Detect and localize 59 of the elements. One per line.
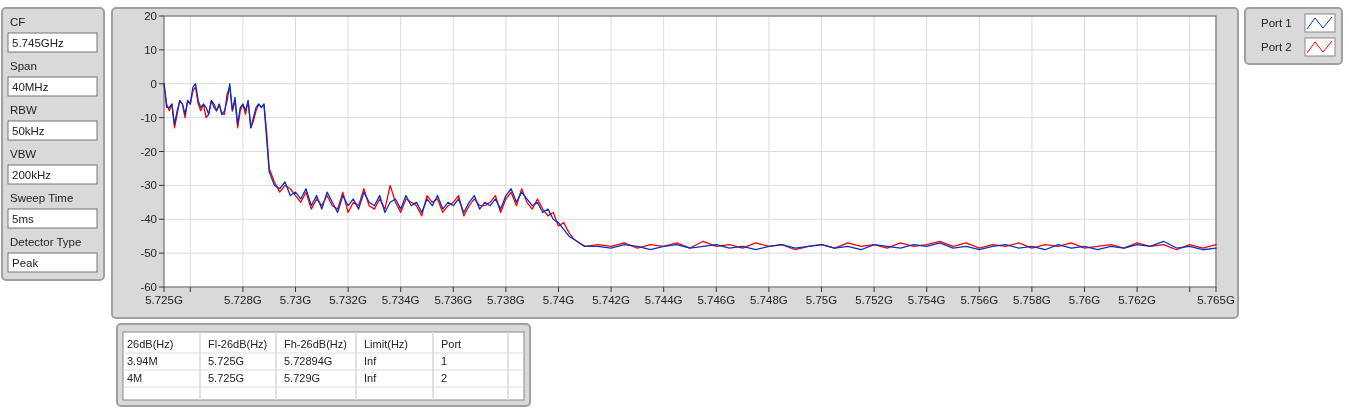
x-tick-label: 5.746G bbox=[697, 294, 736, 306]
y-tick-label: -10 bbox=[140, 111, 157, 124]
text: Fl-26dB(Hz) bbox=[208, 338, 268, 350]
x-tick-label: 5.734G bbox=[381, 294, 420, 306]
text: Limit(Hz) bbox=[364, 338, 408, 350]
text: Span bbox=[10, 60, 37, 72]
text: 5.729G bbox=[284, 372, 321, 384]
x-tick-label: 5.744G bbox=[644, 294, 683, 306]
x-tick-label: 5.754G bbox=[907, 294, 946, 306]
text: Detector Type bbox=[10, 236, 82, 248]
text: Port bbox=[441, 338, 462, 350]
legend-label: Port 1 bbox=[1261, 17, 1292, 29]
text: 5.725G bbox=[208, 372, 245, 384]
text: 5.72894G bbox=[284, 355, 333, 367]
y-tick-label: 10 bbox=[144, 43, 157, 56]
y-tick-label: -20 bbox=[140, 145, 157, 158]
text: 1 bbox=[441, 355, 448, 367]
x-tick-label: 5.736G bbox=[434, 294, 473, 306]
text: Inf bbox=[364, 372, 378, 384]
x-tick-label: 5.762G bbox=[1118, 294, 1157, 306]
text: Fh-26dB(Hz) bbox=[284, 338, 347, 350]
text: 3.94M bbox=[127, 355, 158, 367]
text: VBW bbox=[10, 148, 37, 160]
y-tick-label: 0 bbox=[150, 77, 157, 90]
x-tick-label: 5.728G bbox=[224, 294, 262, 306]
x-tick-label: 5.75G bbox=[805, 294, 838, 306]
x-tick-label: 5.758G bbox=[1013, 294, 1051, 306]
text: 2 bbox=[441, 372, 448, 384]
x-tick-label: 5.725G bbox=[145, 294, 183, 306]
text: 40MHz bbox=[12, 81, 49, 93]
text: 5.745GHz bbox=[12, 37, 65, 49]
line-series bbox=[163, 83, 1217, 251]
text: 200kHz bbox=[12, 169, 52, 181]
text: 4M bbox=[127, 372, 143, 384]
x-tick-label: 5.738G bbox=[487, 294, 525, 306]
text: Peak bbox=[12, 257, 39, 269]
y-tick-label: -40 bbox=[140, 213, 157, 226]
x-tick-label: 5.74G bbox=[542, 294, 575, 306]
y-tick-label: -50 bbox=[140, 247, 157, 260]
text: CF bbox=[10, 16, 26, 28]
x-tick-label: 5.732G bbox=[329, 294, 368, 306]
y-tick-label: -30 bbox=[140, 179, 157, 192]
x-tick-label: 5.73G bbox=[279, 294, 312, 306]
legend-label: Port 2 bbox=[1261, 41, 1292, 53]
x-tick-label: 5.76G bbox=[1068, 294, 1101, 306]
text: 5.725G bbox=[208, 355, 245, 367]
y-tick-label: 20 bbox=[144, 10, 157, 22]
text: 26dB(Hz) bbox=[127, 338, 174, 350]
text: 50kHz bbox=[12, 125, 45, 137]
text: 5ms bbox=[12, 213, 34, 225]
x-tick-label: 5.756G bbox=[960, 294, 999, 306]
x-tick-label: 5.765G bbox=[1197, 294, 1235, 306]
x-tick-label: 5.748G bbox=[750, 294, 788, 306]
text: Inf bbox=[364, 355, 378, 367]
x-tick-label: 5.742G bbox=[592, 294, 631, 306]
y-tick-label: -60 bbox=[140, 281, 157, 293]
text: RBW bbox=[10, 104, 37, 116]
text: Sweep Time bbox=[10, 192, 74, 204]
x-tick-label: 5.752G bbox=[855, 294, 894, 306]
